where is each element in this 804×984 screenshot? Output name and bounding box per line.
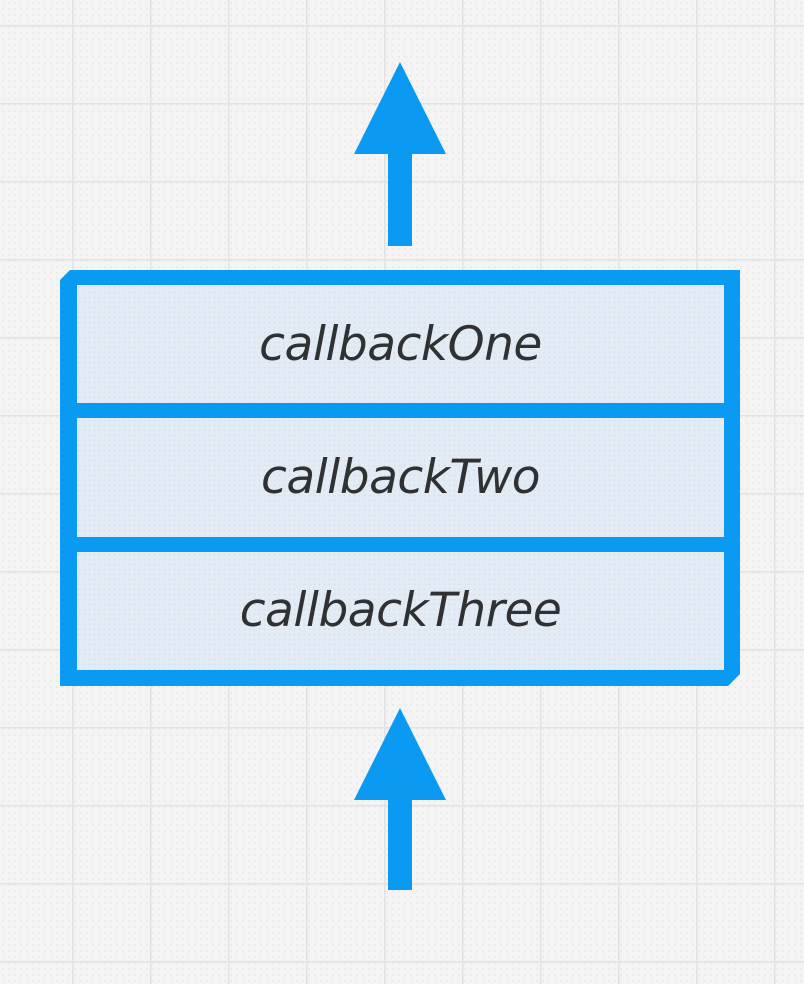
frame-label: callbackThree [239,583,562,639]
callback-stack: callbackOne callbackTwo callbackThree [60,270,740,686]
stack-frame-callback-one: callbackOne [77,285,724,403]
arrow-up-icon [354,708,446,890]
arrow-up-icon [354,62,446,246]
stack-frame-callback-two: callbackTwo [77,418,724,536]
frame-label: callbackTwo [260,449,541,505]
stack-frame-callback-three: callbackThree [77,552,724,670]
frame-label: callbackOne [259,316,542,372]
